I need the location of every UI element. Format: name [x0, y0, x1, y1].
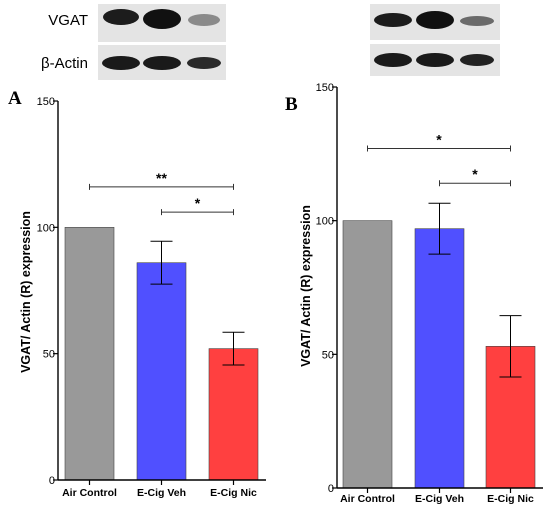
vgat-band	[416, 11, 454, 29]
y-tick-label: 50	[43, 349, 55, 361]
y-tick-label: 150	[316, 82, 334, 94]
error-bars-layer	[150, 240, 245, 366]
vgat-band	[103, 9, 139, 25]
vgat-band	[143, 9, 181, 29]
actin-band	[102, 56, 140, 70]
actin-band	[416, 53, 454, 67]
actin-band	[143, 56, 181, 70]
error-bars-layer	[428, 202, 522, 378]
axes-layer: 0 50 100 150 Air Control E-Cig Veh E-Cig Nic	[316, 82, 543, 505]
significance-label: *	[472, 166, 478, 182]
bar-e-cig-veh	[414, 228, 465, 489]
vgat-band	[374, 13, 412, 27]
actin-band	[187, 57, 221, 69]
y-tick-label: 50	[322, 349, 334, 361]
significance-layer: **	[367, 131, 511, 187]
y-tick-label: 100	[316, 216, 334, 228]
vgat-blot-label: VGAT	[48, 12, 88, 29]
x-tick-label: Air Control	[62, 487, 117, 499]
x-tick-label: E-Cig Nic	[487, 493, 534, 505]
y-tick-label: 100	[37, 222, 55, 234]
vgat-band	[460, 16, 494, 26]
x-tick-label: E-Cig Veh	[137, 487, 186, 499]
bar-e-cig-nic	[208, 348, 259, 481]
x-tick-label: Air Control	[340, 493, 395, 505]
panel-label-a: A	[8, 88, 22, 109]
y-tick-label: 0	[49, 475, 55, 487]
actin-band	[374, 53, 412, 67]
axes-layer: 0 50 100 150 Air Control E-Cig Veh E-Cig Nic	[37, 96, 266, 499]
x-tick-label: E-Cig Veh	[415, 493, 464, 505]
y-tick-label: 0	[328, 483, 334, 495]
bar-e-cig-veh	[136, 262, 187, 481]
significance-label: **	[156, 170, 167, 186]
significance-layer: ***	[89, 170, 234, 216]
panel-label-b: B	[285, 94, 298, 115]
significance-label: *	[195, 195, 201, 211]
actin-blot-label: β-Actin	[41, 55, 88, 72]
blot-panel-a: VGAT β-Actin	[41, 4, 226, 80]
vgat-band	[188, 14, 220, 26]
blot-panel-b	[370, 4, 500, 76]
bars-layer	[342, 220, 536, 489]
actin-band	[460, 54, 494, 66]
y-axis-label: VGAT/ Actin (R) expression	[299, 205, 313, 367]
bar-air-control	[342, 220, 393, 489]
significance-label: *	[436, 131, 442, 147]
bar-air-control	[64, 227, 115, 481]
x-tick-label: E-Cig Nic	[210, 487, 257, 499]
bars-layer	[64, 227, 259, 481]
y-tick-label: 150	[37, 96, 55, 108]
y-axis-label: VGAT/ Actin (R) expression	[19, 211, 33, 373]
